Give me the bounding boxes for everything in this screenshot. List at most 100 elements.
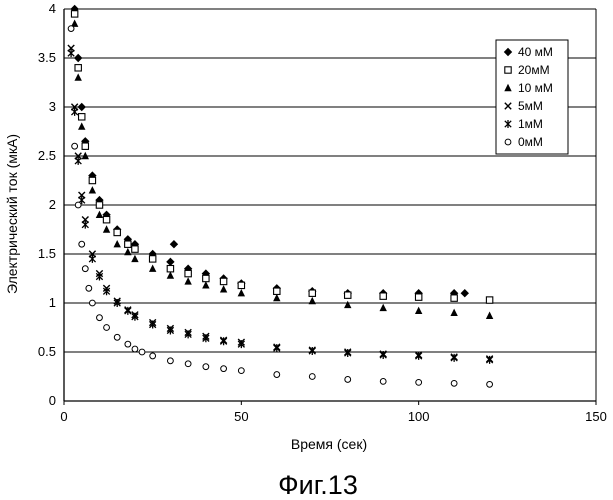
data-point xyxy=(125,307,131,315)
data-point xyxy=(89,255,95,263)
y-tick-label: 4 xyxy=(49,1,56,16)
x-tick-label: 50 xyxy=(234,409,248,424)
data-point xyxy=(345,292,351,298)
y-axis-title: Электрический ток (мкА) xyxy=(4,134,20,294)
data-point xyxy=(274,288,280,294)
legend-label: 10 мМ xyxy=(518,81,553,95)
data-point xyxy=(124,248,131,255)
x-tick-label: 100 xyxy=(408,409,430,424)
data-point xyxy=(82,266,88,272)
data-point xyxy=(220,278,226,284)
data-point xyxy=(97,315,103,321)
data-point xyxy=(380,379,386,385)
data-point xyxy=(274,372,280,378)
data-point xyxy=(344,301,351,308)
data-point xyxy=(487,381,493,387)
data-point xyxy=(166,258,174,266)
legend: 40 мМ20мМ10 мМ5мМ1мМ0мМ xyxy=(496,40,568,154)
data-point xyxy=(238,289,245,296)
data-point xyxy=(78,122,85,129)
data-point xyxy=(221,366,227,372)
data-point xyxy=(451,295,457,301)
data-point xyxy=(238,282,244,288)
data-point xyxy=(309,347,315,355)
data-point xyxy=(139,349,145,355)
data-point xyxy=(89,177,95,183)
data-point xyxy=(486,297,492,303)
data-point xyxy=(68,26,74,32)
data-point xyxy=(309,374,315,380)
legend-label: 20мМ xyxy=(518,63,550,77)
x-axis-title: Время (сек) xyxy=(291,436,367,452)
data-point xyxy=(75,65,81,71)
y-tick-label: 1 xyxy=(49,295,56,310)
data-point xyxy=(168,358,174,364)
data-point xyxy=(185,270,191,276)
data-point xyxy=(309,297,316,304)
data-point xyxy=(274,344,280,352)
data-point xyxy=(86,285,92,291)
y-tick-label: 0 xyxy=(49,393,56,408)
data-point xyxy=(451,354,457,362)
legend-marker xyxy=(505,67,511,73)
data-point xyxy=(309,290,315,296)
figure-caption: Фиг.13 xyxy=(278,470,358,500)
data-point xyxy=(79,241,85,247)
data-point xyxy=(170,240,178,248)
data-point xyxy=(451,380,457,386)
data-point xyxy=(96,202,102,208)
data-point xyxy=(415,352,421,360)
y-tick-labels: 0 0.5 1 1.5 2 2.5 3 3.5 4 xyxy=(38,1,56,408)
data-point xyxy=(380,293,386,299)
data-point xyxy=(71,108,77,116)
data-point xyxy=(202,281,209,288)
data-point xyxy=(415,307,422,314)
y-tick-label: 2 xyxy=(49,197,56,212)
data-point xyxy=(125,241,131,247)
data-point xyxy=(203,275,209,281)
data-point xyxy=(103,217,109,223)
y-tick-label: 3 xyxy=(49,99,56,114)
data-point xyxy=(167,271,174,278)
data-point xyxy=(132,346,138,352)
y-tick-label: 1.5 xyxy=(38,246,56,261)
data-marks xyxy=(68,5,493,387)
legend-label: 0мМ xyxy=(518,135,543,149)
data-point xyxy=(238,368,244,374)
series-5 xyxy=(68,26,492,388)
x-tick-label: 0 xyxy=(60,409,67,424)
data-point xyxy=(103,225,110,232)
x-tick-labels: 0 50 100 150 xyxy=(60,409,606,424)
data-point xyxy=(149,256,155,262)
data-point xyxy=(345,377,351,383)
data-point xyxy=(203,364,209,370)
data-point xyxy=(75,202,81,208)
data-point xyxy=(415,294,421,300)
y-tick-label: 3.5 xyxy=(38,50,56,65)
data-point xyxy=(75,157,81,165)
data-point xyxy=(380,304,387,311)
data-point xyxy=(71,11,77,17)
data-point xyxy=(132,246,138,252)
data-point xyxy=(114,334,120,340)
data-point xyxy=(89,300,95,306)
y-tick-label: 0.5 xyxy=(38,344,56,359)
legend-marker xyxy=(505,139,511,145)
data-point xyxy=(220,337,226,345)
x-tick-label: 150 xyxy=(585,409,607,424)
data-point xyxy=(74,54,82,62)
legend-label: 1мМ xyxy=(518,117,543,131)
data-point xyxy=(185,361,191,367)
data-point xyxy=(78,103,86,111)
data-point xyxy=(114,240,121,247)
data-point xyxy=(220,285,227,292)
data-point xyxy=(114,229,120,235)
data-point xyxy=(416,379,422,385)
data-point xyxy=(104,325,110,331)
data-point xyxy=(89,186,96,193)
data-point xyxy=(486,356,492,364)
y-tick-label: 2.5 xyxy=(38,148,56,163)
legend-label: 40 мМ xyxy=(518,45,553,59)
series-4 xyxy=(68,49,493,364)
